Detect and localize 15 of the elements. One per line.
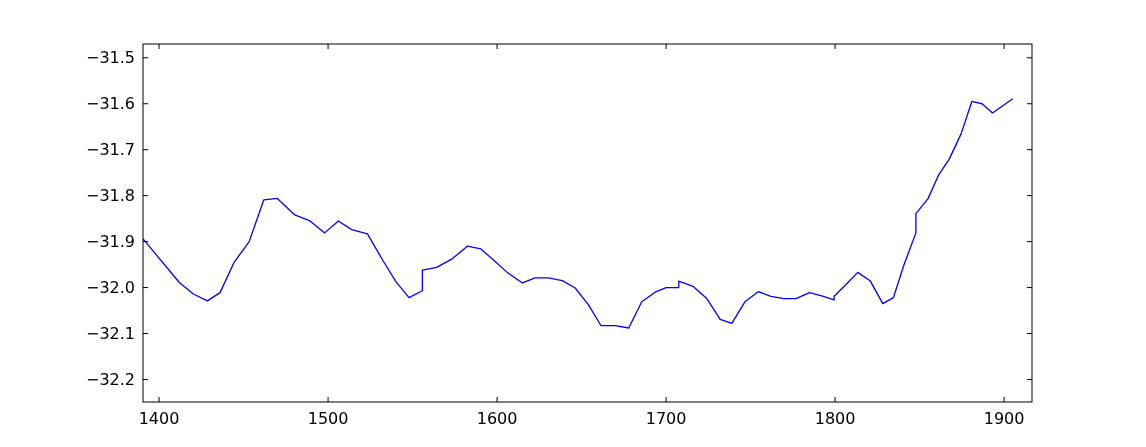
y-tick-label: −31.5	[85, 48, 135, 68]
x-tick-label: 1900	[983, 409, 1025, 428]
y-tick-label: −31.7	[85, 140, 135, 160]
y-tick-label: −31.6	[85, 94, 135, 114]
y-tick-label: −31.8	[85, 186, 135, 206]
x-tick-label: 1400	[138, 409, 180, 428]
line-series	[143, 98, 1014, 329]
y-tick-label: −32.0	[85, 278, 135, 298]
x-tick-label: 1700	[645, 409, 687, 428]
x-tick-label: 1800	[814, 409, 856, 428]
x-tick-label: 1600	[476, 409, 518, 428]
y-tick-label: −32.2	[85, 370, 135, 390]
y-tick-label: −31.9	[85, 232, 135, 252]
x-tick-label: 1500	[307, 409, 349, 428]
y-tick-label: −32.1	[85, 324, 135, 344]
